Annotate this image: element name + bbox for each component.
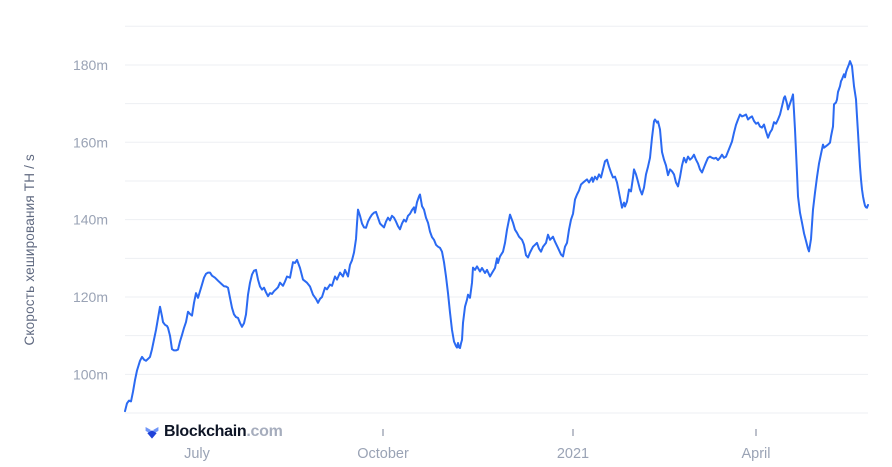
y-axis-tick-label: 160m xyxy=(73,134,108,150)
hashrate-line-series xyxy=(124,60,869,413)
y-axis-title: Скорость хеширования TH / s xyxy=(21,154,37,346)
blockchain-logo[interactable]: Blockchain.com xyxy=(145,423,283,441)
y-axis-title-wrap: Скорость хеширования TH / s xyxy=(20,36,38,464)
x-axis-tick-label: October xyxy=(357,446,409,462)
y-axis-tick-label: 100m xyxy=(73,366,108,382)
y-axis-tick-label: 180m xyxy=(73,57,108,73)
x-axis-tick-label: July xyxy=(184,446,211,462)
x-axis-tick-label: 2021 xyxy=(557,446,589,462)
blockchain-logo-icon xyxy=(145,427,159,439)
x-axis-tick-label: April xyxy=(741,446,770,462)
y-axis-tick-label: 120m xyxy=(73,289,108,305)
logo-suffix-text: .com xyxy=(246,423,283,440)
logo-brand-text: Blockchain xyxy=(164,423,247,440)
y-axis-tick-label: 140m xyxy=(73,212,108,228)
